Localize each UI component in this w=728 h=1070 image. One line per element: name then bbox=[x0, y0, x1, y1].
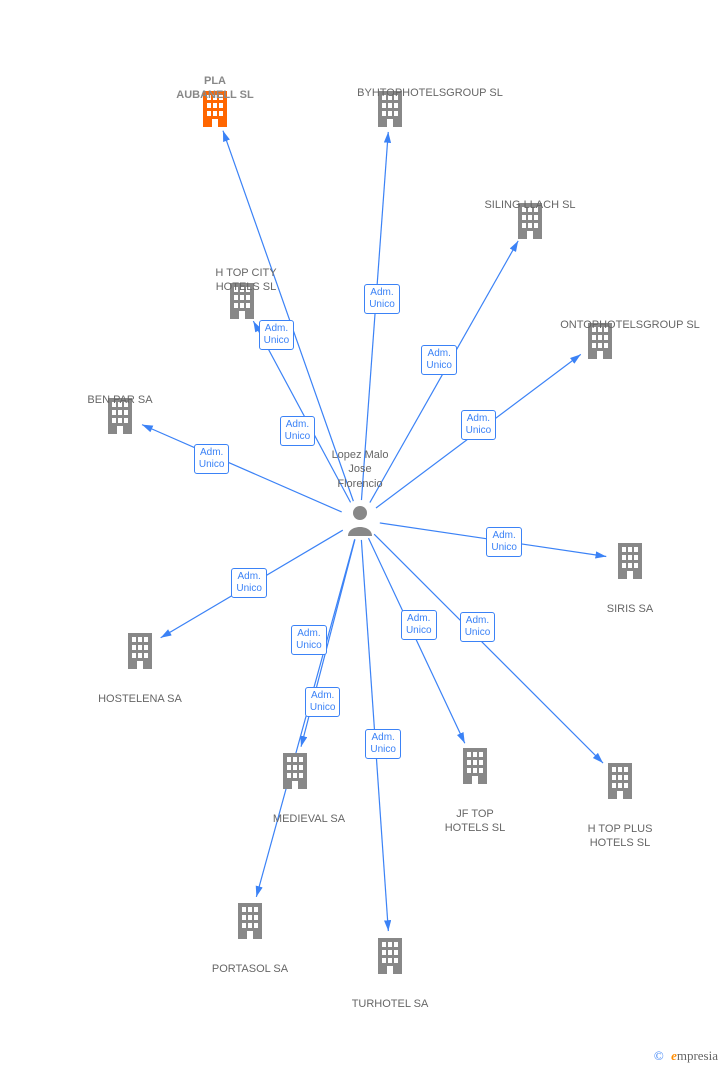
node-label: PORTASOL SA bbox=[170, 962, 330, 976]
node-label: SIRIS SA bbox=[550, 602, 710, 616]
node-label: H TOP PLUS HOTELS SL bbox=[540, 822, 700, 851]
edge-label: Adm. Unico bbox=[401, 610, 437, 640]
node-label: BEN PAR SA bbox=[40, 393, 200, 407]
building-icon bbox=[235, 901, 265, 939]
building-icon bbox=[460, 746, 490, 784]
node-label: JF TOP HOTELS SL bbox=[395, 807, 555, 836]
node-label: HOSTELENA SA bbox=[60, 692, 220, 706]
edge-line bbox=[256, 539, 354, 897]
edge-label: Adm. Unico bbox=[421, 345, 457, 375]
node-label: H TOP CITY HOTELS SL bbox=[166, 266, 326, 295]
edge-label: Adm. Unico bbox=[231, 568, 267, 598]
node-label: PLA AUBANELL SL bbox=[135, 74, 295, 103]
person-icon bbox=[346, 504, 374, 541]
edge-label: Adm. Unico bbox=[365, 729, 401, 759]
edge-label: Adm. Unico bbox=[194, 444, 230, 474]
edge-label: Adm. Unico bbox=[259, 320, 295, 350]
edge-label: Adm. Unico bbox=[486, 527, 522, 557]
edge-label: Adm. Unico bbox=[305, 687, 341, 717]
footer-credit: © empresia bbox=[654, 1048, 718, 1064]
edge-line bbox=[374, 534, 603, 763]
brand-rest: mpresia bbox=[677, 1048, 718, 1063]
node-label: MEDIEVAL SA bbox=[229, 812, 389, 826]
node-label: TURHOTEL SA bbox=[310, 997, 470, 1011]
node-label: SILING LLACH SL bbox=[450, 198, 610, 212]
copyright-symbol: © bbox=[654, 1048, 664, 1063]
edge-line bbox=[368, 538, 464, 743]
edge-label: Adm. Unico bbox=[461, 410, 497, 440]
building-icon bbox=[125, 631, 155, 669]
node-label: BYHTOPHOTELSGROUP SL bbox=[350, 86, 510, 100]
edge-label: Adm. Unico bbox=[460, 612, 496, 642]
center-label: Lopez Malo Jose Florencio bbox=[320, 448, 400, 491]
edge-line bbox=[361, 132, 388, 500]
edge-label: Adm. Unico bbox=[364, 284, 400, 314]
edge-label: Adm. Unico bbox=[291, 625, 327, 655]
building-icon bbox=[605, 761, 635, 799]
edge-label: Adm. Unico bbox=[280, 416, 316, 446]
building-icon bbox=[615, 541, 645, 579]
building-icon bbox=[280, 751, 310, 789]
node-label: ONTOPHOTELSGROUP SL bbox=[550, 318, 710, 332]
building-icon bbox=[375, 936, 405, 974]
